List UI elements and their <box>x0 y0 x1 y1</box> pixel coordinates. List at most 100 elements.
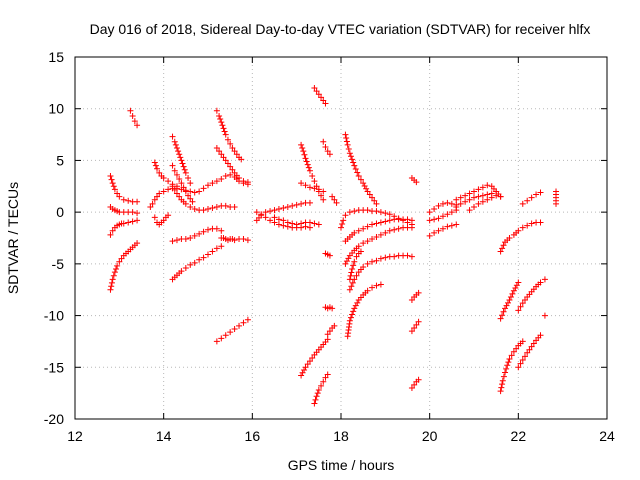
data-point <box>453 203 460 210</box>
data-point <box>169 183 176 190</box>
data-point <box>431 229 438 236</box>
series-arc-38 <box>347 262 357 279</box>
data-point <box>497 388 504 395</box>
data-point <box>537 189 544 196</box>
data-point-interp <box>299 369 306 376</box>
data-point <box>408 217 415 224</box>
data-point <box>435 215 442 222</box>
data-point-interp <box>177 154 184 161</box>
data-point <box>315 221 322 228</box>
data-point <box>326 328 333 335</box>
data-point <box>220 125 227 132</box>
data-point <box>187 180 194 187</box>
data-point <box>289 202 296 209</box>
data-point <box>408 253 415 260</box>
data-point <box>506 235 513 241</box>
data-point <box>444 199 451 206</box>
data-point <box>355 243 362 250</box>
data-point <box>176 176 183 183</box>
data-point <box>231 169 238 176</box>
data-point <box>151 196 158 203</box>
data-point <box>453 196 460 203</box>
data-point <box>218 176 225 183</box>
data-point <box>355 297 362 304</box>
data-point <box>346 286 353 293</box>
data-point <box>524 349 531 356</box>
data-point-interp <box>314 390 321 397</box>
data-point <box>338 224 344 231</box>
data-point <box>475 193 482 200</box>
data-point <box>519 338 526 345</box>
data-point <box>178 180 185 187</box>
data-point <box>171 138 178 145</box>
data-point <box>357 248 364 255</box>
data-point <box>435 202 442 209</box>
data-point-interp <box>499 381 506 388</box>
y-tick-label: -5 <box>52 256 65 272</box>
data-point <box>360 263 367 270</box>
data-point <box>222 131 229 138</box>
data-point <box>180 163 187 170</box>
x-axis-label: GPS time / hours <box>288 457 395 473</box>
data-point <box>231 148 238 155</box>
data-point <box>484 191 491 198</box>
data-point-interp <box>349 156 356 163</box>
data-point-interp <box>108 176 115 183</box>
data-point-interp <box>345 255 352 262</box>
data-point <box>533 191 540 198</box>
data-point <box>510 231 517 238</box>
data-point <box>156 190 163 197</box>
data-point <box>444 223 451 230</box>
data-point <box>479 198 486 205</box>
data-point <box>351 247 358 254</box>
data-point <box>213 178 220 185</box>
data-point <box>364 238 371 245</box>
data-point-interp <box>352 166 359 173</box>
data-point <box>280 205 287 212</box>
data-point-interp <box>110 272 117 279</box>
data-point <box>471 203 477 210</box>
data-point <box>200 207 207 214</box>
data-point-interp <box>175 148 182 155</box>
data-point <box>169 276 176 283</box>
data-point <box>178 268 185 275</box>
data-point <box>457 194 464 201</box>
data-point <box>533 337 540 344</box>
data-point <box>284 219 291 226</box>
data-point <box>300 148 307 155</box>
data-point-interp <box>176 193 183 200</box>
data-point-interp <box>171 186 178 193</box>
data-point <box>342 212 349 219</box>
data-point-interp <box>517 360 524 367</box>
data-point <box>382 229 389 236</box>
data-point <box>209 180 216 187</box>
data-point <box>109 227 116 234</box>
data-point-interp <box>349 311 356 318</box>
data-point <box>149 200 156 207</box>
data-point <box>298 141 305 148</box>
data-point <box>493 192 500 199</box>
data-point <box>528 288 535 295</box>
data-point <box>227 163 234 170</box>
data-point <box>360 225 367 232</box>
data-point <box>129 112 136 119</box>
data-point <box>344 333 351 340</box>
data-point <box>373 282 380 289</box>
data-point <box>353 253 360 260</box>
data-point <box>120 220 127 227</box>
data-point <box>298 220 305 227</box>
x-tick-label: 16 <box>245 428 261 444</box>
data-point <box>349 266 356 273</box>
data-point <box>271 207 278 214</box>
data-point <box>344 141 351 148</box>
data-point <box>169 133 176 140</box>
data-point <box>227 329 234 336</box>
series-arc-37 <box>345 289 369 337</box>
data-point <box>258 211 265 218</box>
data-point <box>426 209 433 216</box>
data-point <box>369 194 376 201</box>
data-point <box>213 338 220 345</box>
data-point-interp <box>110 183 117 190</box>
data-point <box>528 220 535 227</box>
data-point <box>209 248 216 255</box>
